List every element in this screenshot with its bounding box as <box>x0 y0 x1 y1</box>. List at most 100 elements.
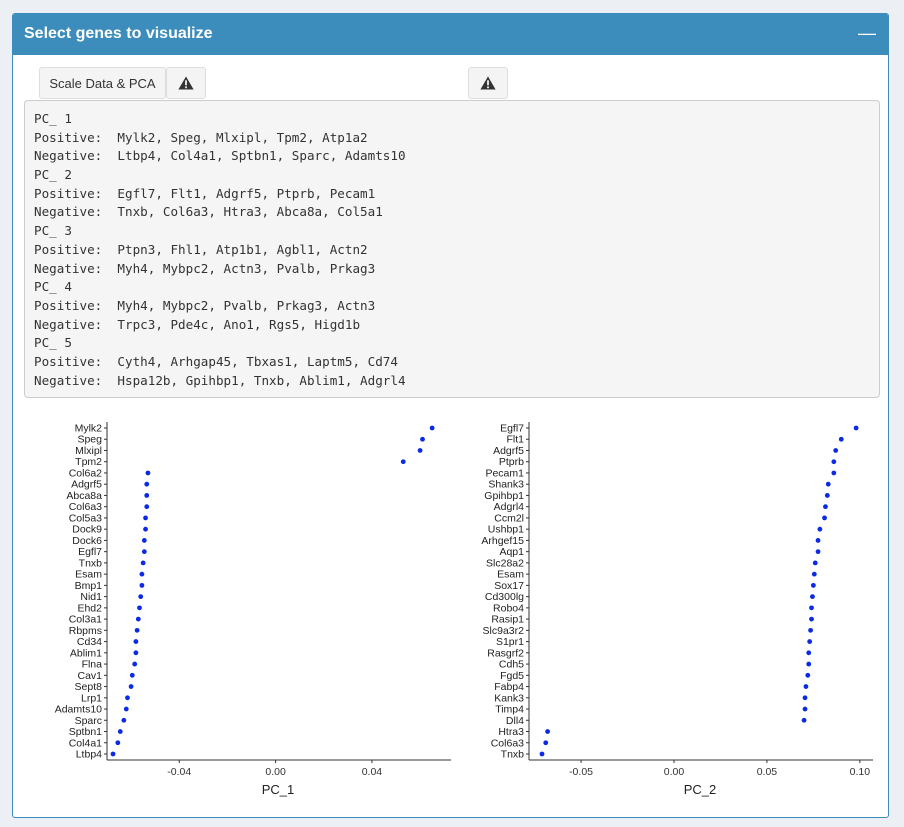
gene-label: Htra3 <box>498 726 524 738</box>
loading-point <box>539 751 545 757</box>
loading-point <box>809 616 814 622</box>
gene-label: Adgrl4 <box>494 501 525 513</box>
gene-label: Mylk2 <box>75 423 103 435</box>
gene-label: Rasgrf2 <box>487 647 524 659</box>
loading-point <box>815 549 821 555</box>
gene-label: Dock6 <box>72 535 102 547</box>
gene-label: Col5a3 <box>69 512 102 524</box>
gene-label: Col6a2 <box>69 467 102 479</box>
console-line: Positive: Cyth4, Arhgap45, Tbxas1, Laptm… <box>34 353 398 369</box>
minus-icon[interactable]: — <box>858 23 876 43</box>
gene-label: Cd300lg <box>485 591 524 603</box>
loading-point <box>543 740 549 746</box>
gene-label: Tnxb <box>79 557 103 569</box>
loading-point <box>811 571 817 577</box>
gene-label: Fgd5 <box>500 670 524 682</box>
x-tick-label: 0.00 <box>265 766 286 778</box>
console-line: Negative: Trpc3, Pde4c, Ano1, Rgs5, Higd… <box>34 316 361 332</box>
loading-point <box>824 493 830 498</box>
loading-point <box>805 672 811 678</box>
gene-label: Speg <box>77 434 102 446</box>
loading-point <box>133 639 139 644</box>
loading-point <box>823 504 828 510</box>
loading-point <box>134 627 140 633</box>
loading-point <box>115 740 121 746</box>
gene-label: Kank3 <box>494 692 524 704</box>
gene-label: Rbpms <box>69 625 102 637</box>
pc1-loadings-plot: Mylk2SpegMlxiplTpm2Col6a2Adgrf5Abca8aCol… <box>55 422 451 797</box>
gene-label: Mlxipl <box>75 445 102 457</box>
gene-label: Adgrf5 <box>71 479 102 491</box>
loading-point <box>831 459 837 465</box>
loading-point <box>138 594 144 600</box>
loading-point <box>810 582 816 588</box>
console-line: Negative: Myh4, Mybpc2, Actn3, Pvalb, Pr… <box>34 260 376 276</box>
gene-label: Adgrf5 <box>493 445 524 457</box>
gene-label: Cav1 <box>77 670 102 682</box>
pca-output-console: PC_ 1 Positive: Mylk2, Speg, Mlxipl, Tpm2… <box>24 100 880 398</box>
loading-point <box>838 436 844 442</box>
warning-triangle-icon <box>480 76 496 90</box>
gene-label: Sox17 <box>494 580 524 592</box>
gene-label: S1pr1 <box>496 636 524 648</box>
gene-label: Lrp1 <box>81 692 102 704</box>
loading-point <box>110 751 116 757</box>
loading-point <box>417 448 423 453</box>
gene-label: Pecam1 <box>485 467 524 479</box>
console-line: PC_ 4 <box>34 279 72 295</box>
loading-point <box>812 560 818 566</box>
loading-point <box>145 470 151 476</box>
gene-label: Cdh5 <box>499 659 524 671</box>
gene-label: Col6a3 <box>69 501 102 513</box>
loading-point <box>803 684 809 689</box>
loading-point <box>802 695 808 701</box>
gene-label: Gpihbp1 <box>484 490 524 502</box>
loading-point <box>144 481 150 487</box>
gene-label: Arhgef15 <box>481 535 524 547</box>
console-line: PC_ 2 <box>34 167 72 183</box>
loading-point <box>420 436 425 442</box>
loading-point <box>123 706 129 712</box>
gene-label: Timp4 <box>495 704 524 716</box>
gene-label: Robo4 <box>493 602 524 614</box>
warning-button-2[interactable] <box>468 67 508 99</box>
gene-label: Ehd2 <box>77 602 102 614</box>
loading-point <box>129 672 135 678</box>
console-line: Negative: Hspa12b, Gpihbp1, Tnxb, Ablim1… <box>34 372 406 388</box>
console-line: Positive: Egfl7, Flt1, Adgrf5, Ptprb, Pe… <box>34 185 376 201</box>
loading-point <box>801 717 807 723</box>
gene-label: Flt1 <box>506 434 524 446</box>
loading-point <box>853 425 859 431</box>
gene-label: Abca8a <box>66 490 102 502</box>
loading-point <box>400 459 406 465</box>
warning-button-1[interactable] <box>166 67 206 99</box>
gene-label: Aqp1 <box>499 546 524 558</box>
gene-selection-panel: Select genes to visualize — Scale Data &… <box>12 13 889 818</box>
loading-point <box>144 493 150 498</box>
loading-point <box>833 448 839 453</box>
loading-point <box>139 571 145 577</box>
loading-point <box>135 616 141 622</box>
gene-label: Shank3 <box>488 479 524 491</box>
gene-label: Nid1 <box>80 591 102 603</box>
console-line: Negative: Tnxb, Col6a3, Htra3, Abca8a, C… <box>34 204 383 220</box>
gene-label: Egfl7 <box>78 546 102 558</box>
loading-point <box>545 729 550 734</box>
x-tick-label: 0.10 <box>850 766 871 778</box>
loading-point <box>815 538 821 543</box>
x-tick-label: 0.05 <box>757 766 778 778</box>
loading-point <box>144 504 150 510</box>
panel-header: Select genes to visualize — <box>13 14 888 55</box>
warning-triangle-icon <box>178 76 194 90</box>
loading-point <box>125 695 130 701</box>
gene-label: Sept8 <box>75 681 103 693</box>
panel-title: Select genes to visualize <box>24 25 213 42</box>
scale-data-pca-button[interactable]: Scale Data & PCA <box>39 67 166 99</box>
console-line: Positive: Mylk2, Speg, Mlxipl, Tpm2, Atp… <box>34 129 368 145</box>
gene-label: Fabp4 <box>494 681 524 693</box>
loading-point <box>133 650 139 656</box>
gene-label: Tnxb <box>501 749 525 761</box>
loading-point <box>806 661 812 667</box>
loading-point <box>817 526 823 532</box>
gene-label: Esam <box>75 569 102 581</box>
